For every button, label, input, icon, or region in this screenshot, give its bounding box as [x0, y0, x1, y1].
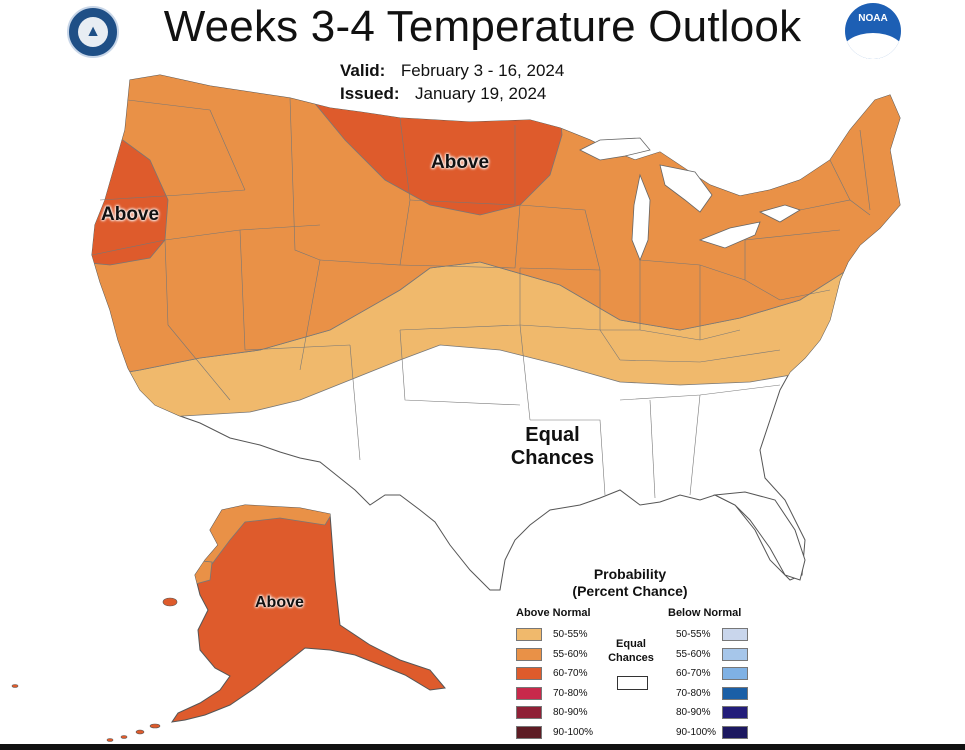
legend-above-label-2: 60-70% — [553, 668, 588, 679]
issued-value: January 19, 2024 — [415, 84, 547, 103]
seal-inner — [78, 17, 108, 47]
label-alaska-above: Above — [255, 594, 304, 611]
florida — [713, 491, 806, 581]
legend-equal-line2: Chances — [608, 652, 654, 664]
legend-below-swatch-5 — [722, 725, 748, 739]
valid-line: Valid: February 3 - 16, 2024 — [340, 61, 564, 81]
bottom-bar — [0, 744, 965, 750]
legend-below-swatch-2 — [722, 667, 748, 680]
legend-below-swatch-0 — [722, 628, 748, 641]
commerce-seal-icon: ▲ — [67, 6, 119, 58]
valid-label: Valid: — [340, 61, 386, 80]
aleutian-islands — [11, 597, 178, 742]
noaa-wave — [845, 33, 901, 59]
alaska-outline — [170, 504, 446, 723]
legend-above-header: Above Normal — [516, 607, 591, 619]
label-equal-line1: Equal — [525, 424, 580, 446]
legend-above-label-3: 70-80% — [553, 687, 588, 699]
legend-above-swatch-2 — [516, 667, 542, 680]
issued-label: Issued: — [340, 84, 400, 103]
legend-above-swatch-1 — [516, 647, 542, 661]
legend-below-swatch-3 — [722, 686, 748, 700]
state-borders — [91, 97, 871, 499]
legend-below-label-4: 80-90% — [676, 707, 711, 718]
valid-value: February 3 - 16, 2024 — [400, 61, 565, 80]
legend-below-label-2: 60-70% — [676, 668, 711, 679]
legend-above-label-1: 55-60% — [553, 648, 588, 660]
great-lakes — [579, 137, 801, 262]
legend-below-swatch-4 — [722, 706, 748, 719]
legend-above-swatch-5 — [516, 725, 542, 739]
legend-title-line1: Probability — [593, 566, 667, 582]
legend-title-line2: (Percent Chance) — [572, 583, 688, 599]
legend-above-label-4: 80-90% — [553, 707, 588, 718]
eagle-icon: ▲ — [85, 23, 101, 40]
legend-equal-line1: Equal — [616, 638, 646, 650]
legend-below-label-3: 70-80% — [676, 687, 711, 699]
legend-below-swatch-1 — [722, 647, 748, 661]
legend-above-label-5: 90-100% — [553, 726, 594, 738]
legend-above-label-0: 50-55% — [553, 629, 588, 640]
label-northern-plains-above: Above — [431, 152, 490, 173]
legend-below-label-0: 50-55% — [676, 629, 711, 640]
legend-above-swatch-4 — [516, 706, 542, 719]
map-title: Weeks 3-4 Temperature Outlook — [163, 2, 802, 51]
noaa-logo-icon: NOAA — [845, 3, 901, 59]
legend-title: Probability (Percent Chance) — [560, 566, 700, 600]
noaa-logo-text: NOAA — [858, 13, 888, 24]
legend-below-label-5: 90-100% — [676, 726, 717, 738]
legend-above-swatch-0 — [516, 628, 542, 641]
legend-below-header: Below Normal — [668, 607, 742, 619]
legend-equal-chances-label: Equal Chances — [601, 637, 661, 665]
issued-line: Issued: January 19, 2024 — [340, 84, 546, 104]
label-pacific-nw-above: Above — [101, 204, 160, 225]
legend-below-label-1: 55-60% — [676, 648, 711, 660]
legend-equal-chances-swatch — [617, 676, 648, 690]
legend-above-swatch-3 — [516, 686, 542, 700]
label-equal-line2: Chances — [510, 447, 595, 469]
label-equal-chances: Equal Chances — [500, 424, 605, 470]
